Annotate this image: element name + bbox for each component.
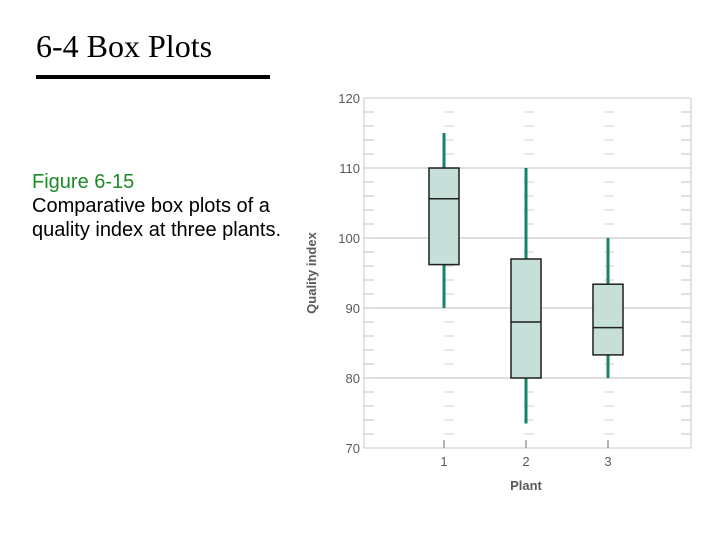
x-tick-label: 1	[440, 454, 447, 469]
box-plot-1	[428, 133, 460, 308]
plot-frame	[363, 97, 692, 449]
box-plot-chart: 70 80 90 100 110 120 1 2 3 Quality index Plant	[304, 91, 692, 493]
x-tick-label: 2	[522, 454, 529, 469]
y-axis-ticks: 70 80 90 100 110 120	[338, 91, 360, 456]
y-tick-label: 90	[346, 301, 360, 316]
x-tick-label: 3	[604, 454, 611, 469]
box-plot-2	[510, 168, 542, 424]
iqr-box	[428, 167, 460, 266]
y-tick-label: 80	[346, 371, 360, 386]
iqr-box	[592, 283, 624, 356]
y-tick-label: 70	[346, 441, 360, 456]
y-tick-label: 120	[338, 91, 360, 106]
boxes-layer	[428, 133, 624, 424]
y-tick-label: 110	[339, 161, 360, 176]
x-axis-label: Plant	[510, 478, 542, 493]
x-axis-ticks: 1 2 3	[440, 440, 612, 469]
y-tick-label: 100	[338, 231, 360, 246]
iqr-box	[510, 258, 542, 379]
y-axis-label: Quality index	[304, 231, 319, 313]
figure-caption: Figure 6-15 Comparative box plots of a q…	[32, 170, 292, 242]
slide-title: 6-4 Box Plots	[36, 28, 213, 64]
title-underline	[36, 75, 270, 79]
box-plot-3	[592, 238, 624, 378]
figure-label: Figure 6-15	[32, 171, 135, 193]
figure-caption-text: Comparative box plots of a quality index…	[32, 195, 282, 241]
